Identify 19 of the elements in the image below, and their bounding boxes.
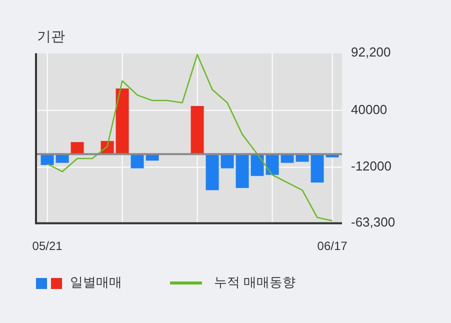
bar xyxy=(190,106,204,154)
line-series xyxy=(46,54,333,222)
bar xyxy=(130,154,144,168)
legend-label: 누적 매매동향 xyxy=(214,274,296,290)
bar xyxy=(250,154,264,176)
chart-title: 기관 xyxy=(37,28,65,44)
bar xyxy=(70,142,84,154)
bar xyxy=(206,154,219,190)
bar xyxy=(220,154,234,168)
legend-label: 일별매매 xyxy=(70,274,122,290)
x-tick-label: 06/17 xyxy=(317,239,348,253)
bar xyxy=(236,154,249,188)
bar xyxy=(116,88,129,154)
y-tick-label: -63,300 xyxy=(351,214,396,230)
y-tick-label: -12000 xyxy=(351,158,392,174)
y-tick-label: 40000 xyxy=(351,102,388,117)
y-tick-label: 92,200 xyxy=(351,44,391,60)
x-tick-label: 05/21 xyxy=(32,239,63,253)
bar xyxy=(310,154,324,183)
